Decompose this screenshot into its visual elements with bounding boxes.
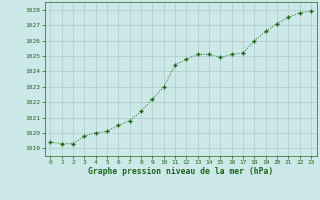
X-axis label: Graphe pression niveau de la mer (hPa): Graphe pression niveau de la mer (hPa) [88,167,273,176]
